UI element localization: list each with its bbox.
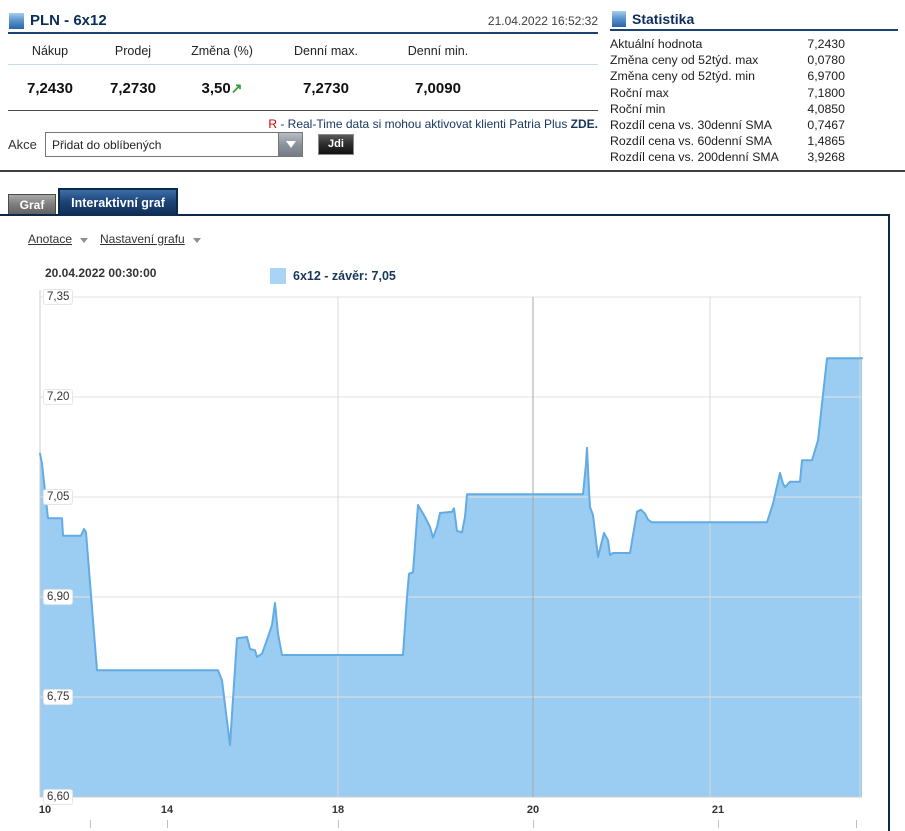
annotations-link[interactable]: Anotace	[28, 232, 73, 246]
quote-bottom-rule	[8, 110, 598, 111]
x-axis-label: 18	[331, 804, 345, 816]
y-axis-label: 7,20	[43, 389, 74, 405]
instrument-title: PLN - 6x12	[30, 12, 107, 29]
chevron-down-icon	[285, 141, 296, 148]
quote-value: 7,2730	[303, 80, 349, 97]
quote-value: 7,2430	[27, 80, 73, 97]
stat-label: Aktuální hodnota	[610, 37, 703, 51]
legend-item[interactable]: 6x12 - závěr: 7,05	[270, 268, 396, 284]
stat-row: Rozdíl cena vs. 60denní SMA 1,4865	[610, 133, 845, 149]
x-axis-label: 14	[160, 804, 174, 816]
quote-timestamp: 21.04.2022 16:52:32	[487, 14, 598, 28]
x-axis-label: 21	[711, 804, 725, 816]
navigator-tick	[533, 820, 534, 828]
stat-value: 6,9700	[807, 69, 845, 84]
legend-swatch-icon	[270, 268, 286, 284]
stats-header-rule	[610, 29, 898, 31]
navigator-tick	[718, 820, 719, 828]
chart-panel: Anotace Nastavení grafu 20.04.2022 00:30…	[0, 216, 890, 831]
stat-row: Roční max 7,1800	[610, 85, 845, 101]
y-axis-label: 6,90	[43, 589, 74, 605]
go-button[interactable]: Jdi	[318, 134, 354, 155]
stats-title: Statistika	[632, 11, 695, 27]
x-axis-label: 10	[38, 804, 52, 816]
x-axis-label: 20	[526, 804, 540, 816]
action-label: Akce	[8, 137, 37, 152]
tabbar-rule	[0, 214, 890, 216]
y-axis-label: 7,35	[43, 289, 74, 305]
select-dropdown-button[interactable]	[278, 133, 302, 156]
quote-separator	[8, 64, 598, 65]
annotations-chevron-icon[interactable]	[80, 238, 88, 243]
stat-row: Změna ceny od 52týd. min 6,9700	[610, 68, 845, 84]
navigator-tick	[856, 820, 857, 828]
realtime-r-flag: R	[268, 117, 277, 131]
stat-row: Rozdíl cena vs. 200denní SMA 3,9268	[610, 149, 845, 165]
navigator-tick	[338, 820, 339, 828]
quote-column: Nákup 7,2430	[8, 42, 92, 97]
stat-value: 1,4865	[807, 134, 845, 149]
zde-link[interactable]: ZDE.	[570, 117, 598, 131]
quote-table: Nákup 7,2430 Prodej 7,2730 Změna (%) 3,50↗ Den…	[8, 42, 598, 97]
stat-label: Změna ceny od 52týd. min	[610, 69, 755, 84]
stat-value: 4,0850	[807, 101, 845, 116]
stat-value: 0,0780	[807, 53, 845, 68]
stat-row: Rozdíl cena vs. 30denní SMA 0,7467	[610, 117, 845, 133]
stats-bullet-icon	[612, 11, 626, 27]
navigator-tick	[167, 820, 168, 828]
quote-column-header: Změna (%)	[191, 44, 253, 58]
quote-column: Prodej 7,2730	[92, 42, 174, 97]
realtime-note: R - Real-Time data si mohou aktivovat kl…	[268, 117, 598, 131]
chart-plot-area[interactable]	[40, 297, 862, 797]
stat-label: Rozdíl cena vs. 30denní SMA	[610, 117, 772, 132]
navigator-tick	[90, 820, 91, 828]
stat-label: Roční min	[610, 101, 666, 116]
y-axis-label: 6,60	[43, 789, 74, 805]
quote-value: 7,2730	[110, 80, 156, 97]
stat-value: 0,7467	[807, 117, 845, 132]
quote-column-header: Denní max.	[294, 44, 358, 58]
stat-row: Aktuální hodnota 7,2430	[610, 36, 845, 52]
section-divider	[0, 170, 905, 172]
quote-column: Denní min. 7,0090	[382, 42, 494, 97]
action-select[interactable]: Přidat do oblíbených	[45, 132, 303, 157]
stat-label: Roční max	[610, 85, 669, 100]
settings-chevron-icon[interactable]	[193, 238, 201, 243]
stat-value: 7,2430	[807, 37, 845, 51]
change-up-arrow-icon: ↗	[230, 80, 243, 96]
quote-column-header: Nákup	[31, 44, 69, 58]
panel-bullet-icon	[9, 13, 24, 29]
quote-column: Denní max. 7,2730	[270, 42, 382, 97]
stat-row: Roční min 4,0850	[610, 101, 845, 117]
y-axis-label: 7,05	[43, 489, 74, 505]
stats-table: Aktuální hodnota 7,2430 Změna ceny od 52tý…	[610, 36, 845, 166]
chart-settings-link[interactable]: Nastavení grafu	[100, 232, 185, 246]
tab-interaktivni-graf[interactable]: Interaktivní graf	[58, 188, 178, 216]
stat-row: Změna ceny od 52týd. max 0,0780	[610, 52, 845, 68]
tab-graf[interactable]: Graf	[8, 194, 56, 215]
legend-label: 6x12 - závěr: 7,05	[293, 269, 396, 283]
quote-column: Změna (%) 3,50↗	[174, 42, 270, 97]
stat-label: Změna ceny od 52týd. max	[610, 53, 759, 68]
stat-value: 7,1800	[807, 85, 845, 100]
stat-label: Rozdíl cena vs. 200denní SMA	[610, 150, 779, 165]
action-select-value: Přidat do oblíbených	[52, 137, 162, 152]
quote-header-rule	[8, 32, 598, 34]
realtime-note-text: - Real-Time data si mohou aktivovat klie…	[276, 117, 571, 131]
chart-tooltip-date: 20.04.2022 00:30:00	[45, 266, 157, 280]
stat-label: Rozdíl cena vs. 60denní SMA	[610, 134, 772, 149]
y-axis-label: 6,75	[43, 689, 74, 705]
stat-value: 3,9268	[807, 150, 845, 165]
quote-column-header: Denní min.	[407, 44, 469, 58]
quote-value: 3,50↗	[201, 80, 243, 97]
quote-column-header: Prodej	[114, 44, 152, 58]
quote-value: 7,0090	[415, 80, 461, 97]
